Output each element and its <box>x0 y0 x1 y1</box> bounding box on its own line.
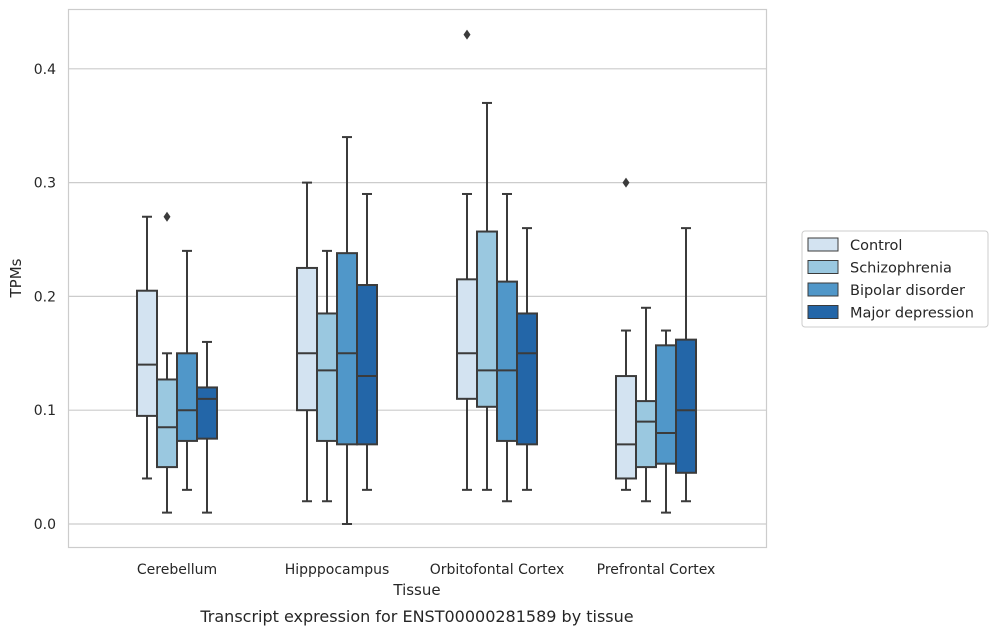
y-tick-labels: 0.0 0.1 0.2 0.3 0.4 <box>34 62 56 533</box>
box-iqr <box>196 386 218 440</box>
box <box>296 181 318 503</box>
x-tick-label: Orbitofontal Cortex <box>430 562 565 578</box>
y-tick-label: 0.3 <box>34 176 56 192</box>
legend-swatch <box>807 260 839 274</box>
box <box>336 136 358 525</box>
box <box>675 227 697 503</box>
box <box>176 249 198 491</box>
box-iqr <box>655 344 677 465</box>
box <box>655 329 677 514</box>
outlier-point <box>622 177 630 188</box>
box-iqr <box>516 312 538 446</box>
box-iqr <box>176 352 198 442</box>
plot-frame <box>67 8 768 549</box>
legend-swatch <box>807 237 839 252</box>
legend: Control Schizophrenia Bipolar disorder Majo… <box>801 230 989 328</box>
y-axis-label: TPMs <box>7 258 25 298</box>
legend-label: Major depression <box>850 306 974 322</box>
legend-swatch <box>807 282 839 297</box>
series-control <box>136 29 637 503</box>
series-schizophrenia <box>156 101 657 514</box>
y-tick-label: 0.4 <box>34 62 56 78</box>
outlier-point <box>463 29 471 40</box>
x-tick-label: Hipppocampus <box>285 562 390 578</box>
box-iqr <box>296 266 318 412</box>
box <box>615 177 637 491</box>
x-tick-label: Prefrontal Cortex <box>597 562 716 578</box>
box <box>516 227 538 491</box>
box-iqr <box>316 312 338 442</box>
box-iqr <box>476 230 498 408</box>
chart-caption: Transcript expression for ENST0000028158… <box>199 607 633 626</box>
x-tick-label: Cerebellum <box>137 562 217 578</box>
y-tick-label: 0.2 <box>34 289 56 305</box>
box <box>156 211 178 514</box>
series-major-depression <box>196 192 697 514</box>
box-iqr <box>336 252 358 446</box>
box <box>356 192 378 491</box>
box <box>316 249 338 503</box>
box-iqr <box>635 400 657 469</box>
box <box>496 192 518 503</box>
legend-swatch <box>807 305 839 319</box>
x-axis-label: Tissue <box>392 581 440 599</box>
box-iqr <box>156 378 178 469</box>
legend-label: Schizophrenia <box>850 261 952 277</box>
series-bipolar-disorder <box>176 136 677 525</box>
box-iqr <box>615 375 637 480</box>
box-iqr <box>356 284 378 446</box>
box <box>456 29 478 491</box>
x-tick-labels: Cerebellum Hipppocampus Orbitofontal Corte… <box>137 562 715 578</box>
legend-label: Control <box>850 238 902 254</box>
legend-frame <box>801 230 989 328</box>
box-iqr <box>456 278 478 400</box>
box <box>196 340 218 514</box>
box <box>476 101 498 491</box>
box-series <box>136 29 697 525</box>
box <box>635 306 657 503</box>
legend-label: Bipolar disorder <box>850 283 965 299</box>
y-tick-label: 0.0 <box>34 517 56 533</box>
box <box>136 215 158 480</box>
outlier-point <box>163 211 171 222</box>
box-iqr <box>496 280 518 442</box>
box-iqr <box>675 338 697 474</box>
y-tick-label: 0.1 <box>34 403 56 419</box>
box-iqr <box>136 289 158 417</box>
